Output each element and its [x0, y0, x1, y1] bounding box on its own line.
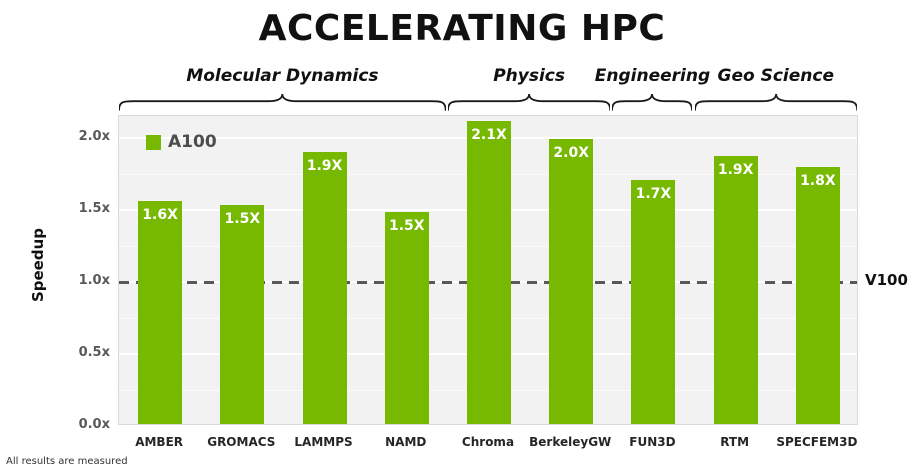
x-axis-label: LAMMPS: [294, 435, 353, 449]
bar-rtm: 1.9X: [713, 155, 758, 424]
bar-lammps: 1.9X: [302, 151, 347, 424]
group-label: Engineering: [594, 66, 711, 86]
y-axis-label: Speedup: [29, 227, 47, 303]
y-tick-label: 1.0x: [78, 272, 110, 288]
y-tick-label: 2.0x: [78, 128, 110, 144]
bar-value-label: 1.5X: [224, 210, 261, 227]
group-label: Molecular Dynamics: [186, 66, 379, 86]
x-axis-label: FUN3D: [629, 435, 676, 449]
group-label: Physics: [493, 66, 566, 86]
bar-value-label: 2.1X: [471, 127, 507, 144]
bar-namd: 1.5X: [384, 212, 429, 424]
bar-gromacs: 1.5X: [220, 204, 265, 424]
x-axis-label: AMBER: [135, 435, 184, 449]
baseline-label: V100: [865, 270, 908, 289]
bar-value-label: 1.9X: [306, 157, 343, 174]
bar-specfem3d: 1.8X: [795, 167, 840, 424]
plot-area: 1.6X 1.5X 1.9X 1.5X 2.1X 2.0X 1.7X 1.9X 1.8X: [118, 115, 858, 425]
x-axis-label: Chroma: [461, 435, 515, 449]
bar-value-label: 1.7X: [635, 186, 672, 203]
chart-title: ACCELERATING HPC: [258, 8, 666, 49]
bar-value-label: 2.0X: [553, 144, 590, 161]
bar-berkeleygw: 2.0X: [549, 138, 594, 424]
bar-amber: 1.6X: [138, 200, 183, 424]
legend: A100: [146, 132, 217, 152]
group-brace: [694, 93, 857, 111]
legend-swatch-a100: [146, 134, 161, 150]
legend-label: A100: [168, 132, 217, 152]
y-tick-label: 1.5x: [78, 200, 110, 216]
group-brace: [612, 93, 693, 111]
x-axis-label: GROMACS: [207, 435, 276, 449]
x-axis-label: RTM: [720, 435, 750, 449]
footnote: All results are measured: [6, 456, 128, 467]
bar-chroma: 2.1X: [467, 121, 511, 424]
bar-value-label: 1.5X: [388, 218, 425, 235]
bar-value-label: 1.8X: [800, 173, 836, 190]
group-label: Geo Science: [717, 66, 834, 86]
x-axis-label: BerkeleyGW: [529, 435, 612, 449]
y-tick-label: 0.0x: [78, 417, 110, 432]
y-tick-label: 0.5x: [78, 344, 110, 360]
bar-value-label: 1.9X: [717, 161, 754, 178]
bar-fun3d: 1.7X: [631, 180, 676, 424]
group-brace: [119, 93, 446, 111]
x-axis-label: SPECFEM3D: [776, 435, 858, 449]
x-axis-label: NAMD: [385, 435, 427, 449]
bar-value-label: 1.6X: [142, 206, 178, 223]
group-brace: [448, 93, 611, 111]
